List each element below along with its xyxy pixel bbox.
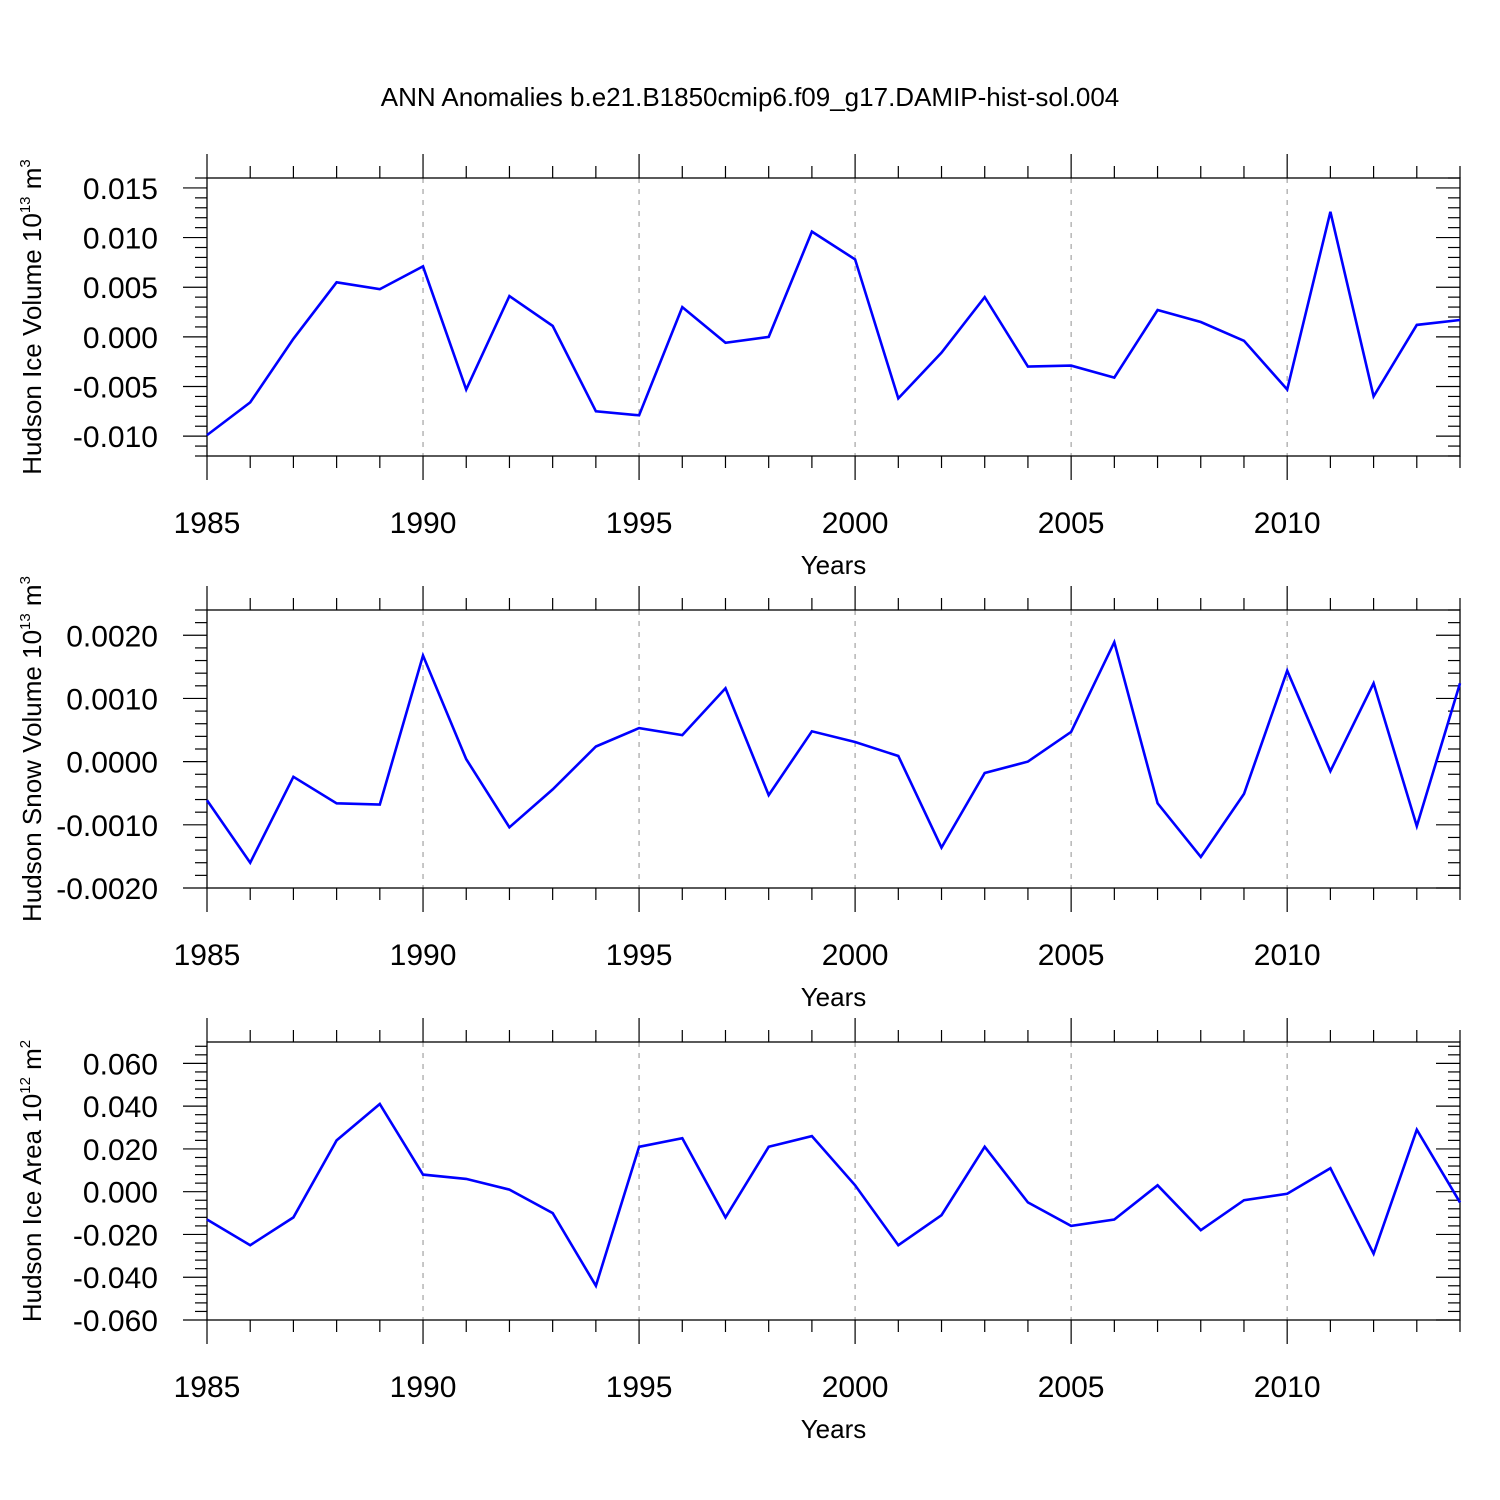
x-axis-title: Years bbox=[801, 982, 867, 1012]
y-tick-label: 0.0020 bbox=[66, 620, 158, 653]
x-tick-label: 2005 bbox=[1038, 507, 1105, 540]
y-tick-label: 0.005 bbox=[83, 272, 158, 305]
y-tick-label: -0.005 bbox=[73, 372, 158, 405]
y-tick-label: 0.060 bbox=[83, 1048, 158, 1081]
x-tick-label: 1985 bbox=[174, 507, 241, 540]
x-tick-label: 2000 bbox=[822, 507, 889, 540]
y-tick-label: 0.010 bbox=[83, 223, 158, 256]
x-tick-label: 1985 bbox=[174, 1371, 241, 1404]
panel-2: 1985 1990 1995 2000 2005 2010 0.0020 0.0010 0.00… bbox=[17, 576, 1462, 1012]
y-tick-label: 0.020 bbox=[83, 1134, 158, 1167]
x-tick-label: 1990 bbox=[390, 1371, 457, 1404]
x-tick-label: 2010 bbox=[1254, 507, 1321, 540]
series-line bbox=[205, 638, 1462, 866]
x-tick-label: 2005 bbox=[1038, 1371, 1105, 1404]
y-tick-label: 0.000 bbox=[83, 1177, 158, 1210]
figure-title: ANN Anomalies b.e21.B1850cmip6.f09_g17.D… bbox=[381, 82, 1120, 112]
x-tick-label: 2000 bbox=[822, 939, 889, 972]
x-tick-label: 1995 bbox=[606, 507, 673, 540]
x-tick-label: 1995 bbox=[606, 1371, 673, 1404]
plot-frame bbox=[206, 177, 1461, 457]
y-axis-title: Hudson Ice Area 1012 m2 bbox=[17, 1040, 47, 1322]
y-tick-label: 0.0000 bbox=[66, 747, 158, 780]
x-tick-label: 1995 bbox=[606, 939, 673, 972]
y-tick-label: -0.020 bbox=[73, 1219, 158, 1252]
x-axis-title: Years bbox=[801, 550, 867, 580]
panel-1: 1985 1990 1995 2000 2005 2010 0.015 0.010 0.005 0… bbox=[17, 154, 1461, 580]
x-tick-label: 2005 bbox=[1038, 939, 1105, 972]
y-tick-label: -0.0020 bbox=[56, 873, 158, 906]
series-line bbox=[206, 1102, 1462, 1289]
plot-frame bbox=[206, 1041, 1461, 1321]
y-tick-label: 0.000 bbox=[83, 322, 158, 355]
panels: 1985 1990 1995 2000 2005 2010 0.015 0.010 0.005 0… bbox=[17, 154, 1462, 1444]
y-tick-label: 0.040 bbox=[83, 1091, 158, 1124]
x-axis-title: Years bbox=[801, 1414, 867, 1444]
y-tick-label: -0.060 bbox=[73, 1305, 158, 1338]
y-axis-title: Hudson Snow Volume 1013 m3 bbox=[17, 576, 47, 922]
y-tick-label: -0.010 bbox=[73, 421, 158, 454]
y-tick-label: 0.015 bbox=[83, 173, 158, 206]
x-tick-label: 1985 bbox=[174, 939, 241, 972]
series-line bbox=[206, 211, 1461, 437]
x-tick-label: 1990 bbox=[390, 939, 457, 972]
x-tick-label: 2010 bbox=[1254, 1371, 1321, 1404]
x-tick-label: 1990 bbox=[390, 507, 457, 540]
y-tick-label: -0.040 bbox=[73, 1262, 158, 1295]
panel-3: 1985 1990 1995 2000 2005 2010 0.060 0.040 0.020 0… bbox=[17, 1018, 1462, 1444]
x-tick-label: 2000 bbox=[822, 1371, 889, 1404]
y-tick-label: 0.0010 bbox=[66, 683, 158, 716]
x-tick-label: 2010 bbox=[1254, 939, 1321, 972]
y-axis-title: Hudson Ice Volume 1013 m3 bbox=[17, 159, 47, 475]
y-tick-label: -0.0010 bbox=[56, 810, 158, 843]
